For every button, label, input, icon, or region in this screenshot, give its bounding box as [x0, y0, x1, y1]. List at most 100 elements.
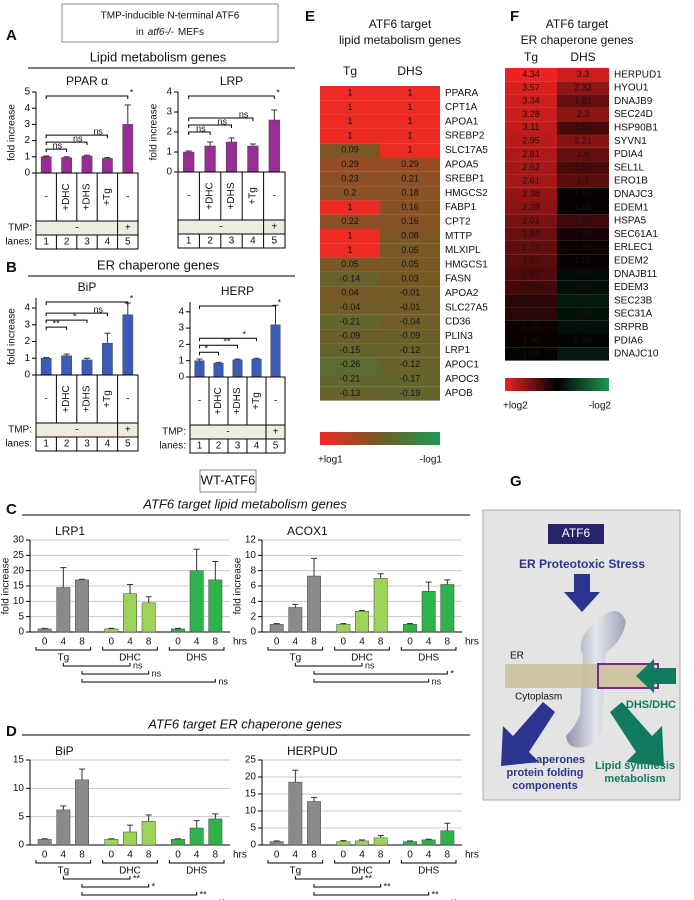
bar [204, 145, 216, 173]
gene-label: HSPA5 [614, 216, 646, 227]
significance-label: * [152, 881, 156, 891]
heatmap-cell [380, 286, 440, 301]
group-bracket [102, 860, 158, 864]
x-tick-label: 4 [127, 637, 133, 648]
heatmap-cell [380, 86, 440, 101]
error-bar [228, 137, 235, 142]
cell-value: 1.57 [522, 269, 540, 279]
lane-treatment: +Tg [248, 187, 259, 205]
error-bar [108, 838, 115, 840]
heatmap-cell [320, 329, 380, 344]
x-tick-label: 4 [426, 850, 432, 861]
x-tick-label: 4 [426, 637, 432, 648]
cell-value: 1 [347, 102, 352, 112]
tmp-row [178, 220, 285, 234]
cell-value: 0.08 [401, 231, 419, 241]
y-tick-label: 15 [13, 755, 25, 766]
cell-value: 0.87 [574, 322, 592, 332]
x-tick-label: 8 [378, 850, 384, 861]
heatmap-cell [557, 214, 609, 228]
cell-value: 1 [347, 231, 352, 241]
significance-line [81, 679, 216, 683]
tmp-value: - [75, 223, 78, 234]
significance-line [188, 95, 275, 99]
section-title: WT-ATF6 [201, 472, 256, 487]
error-bar [444, 579, 451, 585]
gene-label: APOA5 [445, 159, 479, 170]
lane-treatment: +DHS [226, 182, 237, 209]
tmp-value: + [125, 223, 131, 234]
tmp-label: TMP: [8, 223, 32, 234]
error-bar [273, 840, 280, 842]
y-tick-label: 5 [18, 811, 24, 822]
x-tick-label: 8 [378, 637, 384, 648]
drug-arrow [636, 659, 676, 693]
cell-value: 1.28 [522, 308, 540, 318]
cell-value: 3.28 [522, 109, 540, 119]
cell-value: 0.03 [401, 273, 419, 283]
bar [288, 781, 303, 846]
panel-label: G [510, 473, 522, 490]
significance-line [45, 95, 129, 99]
bar [104, 628, 119, 633]
error-bar [212, 813, 219, 819]
heatmap-cell [557, 227, 609, 241]
er-membrane [505, 664, 655, 688]
heatmap-cell [505, 347, 557, 361]
y-tick-label: 8 [250, 565, 256, 576]
heatmap-cell [380, 229, 440, 244]
y-axis-label: fold increase [7, 104, 18, 161]
significance-line [45, 326, 68, 331]
bar [104, 839, 119, 846]
heatmap-cell [557, 187, 609, 201]
significance-label: ns [218, 116, 228, 126]
x-tick-label: 4 [359, 637, 365, 648]
heatmap-cell [320, 243, 380, 258]
x-unit: hrs [465, 850, 479, 861]
lane-table [189, 376, 286, 454]
heatmap-cell [557, 280, 609, 295]
cell-value: 2.3 [577, 109, 590, 119]
heatmap-cell [505, 334, 557, 348]
y-tick-label: 1 [24, 151, 30, 162]
y-tick-label: 4 [24, 303, 30, 314]
cell-value: 0.29 [401, 159, 419, 169]
cell-value: 2.38 [522, 189, 540, 199]
column-header: DHS [570, 50, 595, 64]
bar [189, 570, 204, 633]
significance-label: ns [53, 141, 63, 151]
column-header: Tg [343, 64, 357, 78]
tmp-label: TMP: [162, 427, 186, 438]
cell-value: 2.62 [522, 162, 540, 172]
lane-treatment: - [187, 191, 190, 202]
significance-label: * [276, 87, 280, 97]
group-label: Tg [57, 653, 69, 664]
y-tick-label: 0 [250, 840, 256, 851]
y-tick-label: 20 [13, 565, 25, 576]
error-bar [407, 840, 413, 842]
cell-value: 0.8 [577, 295, 590, 305]
group-bracket [35, 860, 92, 864]
significance-line [45, 301, 129, 305]
lane-treatment: +DHS [82, 385, 93, 412]
y-tick-label: 3 [24, 319, 30, 330]
lane-number: 4 [105, 237, 111, 248]
cell-value: 2.01 [522, 215, 540, 225]
heatmap-cell [380, 372, 440, 387]
lane-treatment: +DHS [232, 387, 243, 414]
heatmap-cell [505, 174, 557, 188]
drug-label: DHS/DHC [626, 699, 676, 711]
y-tick-label: 15 [13, 581, 25, 592]
header-italic: atf6-/- [148, 27, 175, 38]
significance-line [199, 337, 257, 342]
gene-label: EDEM2 [614, 255, 649, 266]
lane-treatment: - [126, 394, 129, 405]
heatmap-cell [505, 161, 557, 175]
significance-line [313, 892, 430, 896]
significance-line [199, 305, 276, 309]
error-bar [63, 353, 70, 356]
cell-value: -0.21 [340, 316, 361, 326]
gene-label: PDIA6 [614, 335, 643, 346]
gene-label: CPT2 [445, 216, 471, 227]
